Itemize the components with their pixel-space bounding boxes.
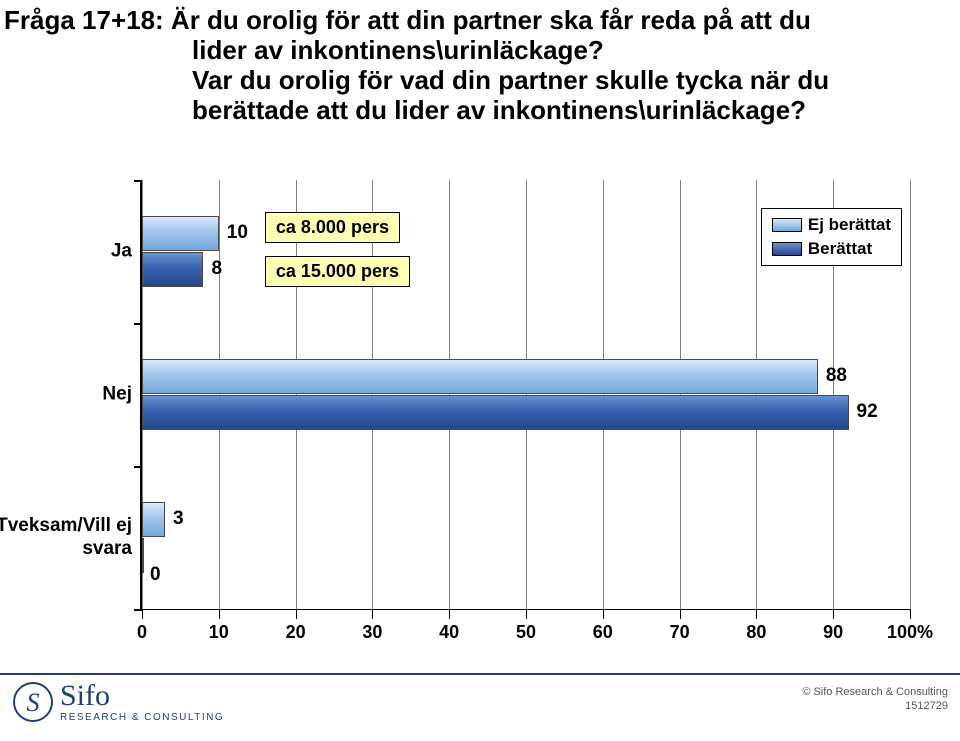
legend-item: Berättat	[772, 239, 891, 259]
bar-tveksam-ej-berattat	[142, 502, 165, 537]
chart-plot-area: 0 10 20 30 40 50 60 70 80 90 100% Ja 10 …	[140, 180, 910, 610]
bar-value: 3	[173, 508, 184, 530]
callout-berattat: ca 15.000 pers	[265, 256, 410, 287]
category-label-tveksam: Tveksam/Vill ejsvara	[0, 515, 142, 561]
bar-ja-berattat	[142, 252, 203, 287]
bar-value: 88	[826, 365, 847, 387]
category-label-ja: Ja	[111, 241, 142, 264]
svg-text:S: S	[27, 688, 40, 717]
x-label: 10	[209, 622, 229, 643]
callout-ej-berattat: ca 8.000 pers	[265, 212, 400, 243]
title-line-4: berättade att du lider av inkontinens\ur…	[4, 96, 960, 126]
bar-tveksam-berattat	[142, 538, 144, 573]
bar-value: 92	[857, 401, 878, 423]
reference-number: 1512729	[802, 699, 948, 713]
x-label: 0	[137, 622, 147, 643]
footer-copyright: © Sifo Research & Consulting 1512729	[802, 681, 948, 714]
x-label: 60	[593, 622, 613, 643]
sifo-logo-icon: S	[12, 681, 54, 723]
title-line-3: Var du orolig för vad din partner skulle…	[4, 66, 960, 96]
bar-ja-ej-berattat	[142, 216, 219, 251]
bar-value: 0	[150, 564, 161, 586]
x-label: 20	[286, 622, 306, 643]
x-label: 80	[746, 622, 766, 643]
sifo-logo: S Sifo RESEARCH & CONSULTING	[12, 681, 224, 723]
chart-title: Fråga 17+18: Är du orolig för att din pa…	[0, 0, 960, 126]
legend-label: Berättat	[808, 239, 872, 259]
bar-nej-ej-berattat	[142, 359, 818, 394]
x-label: 90	[823, 622, 843, 643]
x-label: 40	[439, 622, 459, 643]
legend-item: Ej berättat	[772, 215, 891, 235]
legend-label: Ej berättat	[808, 215, 891, 235]
x-label: 100%	[887, 622, 933, 643]
copyright-text: © Sifo Research & Consulting	[802, 685, 948, 699]
x-label: 70	[670, 622, 690, 643]
x-label: 50	[516, 622, 536, 643]
title-line-2: lider av inkontinens\urinläckage?	[4, 36, 960, 66]
title-line-1: Fråga 17+18: Är du orolig för att din pa…	[4, 6, 960, 36]
page-footer: S Sifo RESEARCH & CONSULTING © Sifo Rese…	[0, 673, 960, 735]
legend-swatch-icon	[772, 242, 802, 256]
brand-name: Sifo	[60, 681, 224, 711]
category-label-nej: Nej	[102, 384, 142, 407]
bar-value: 8	[211, 258, 222, 280]
bar-nej-berattat	[142, 395, 849, 430]
bar-value: 10	[227, 222, 248, 244]
x-label: 30	[362, 622, 382, 643]
legend-swatch-icon	[772, 218, 802, 232]
brand-tagline: RESEARCH & CONSULTING	[60, 713, 224, 723]
chart-legend: Ej berättat Berättat	[761, 208, 902, 266]
